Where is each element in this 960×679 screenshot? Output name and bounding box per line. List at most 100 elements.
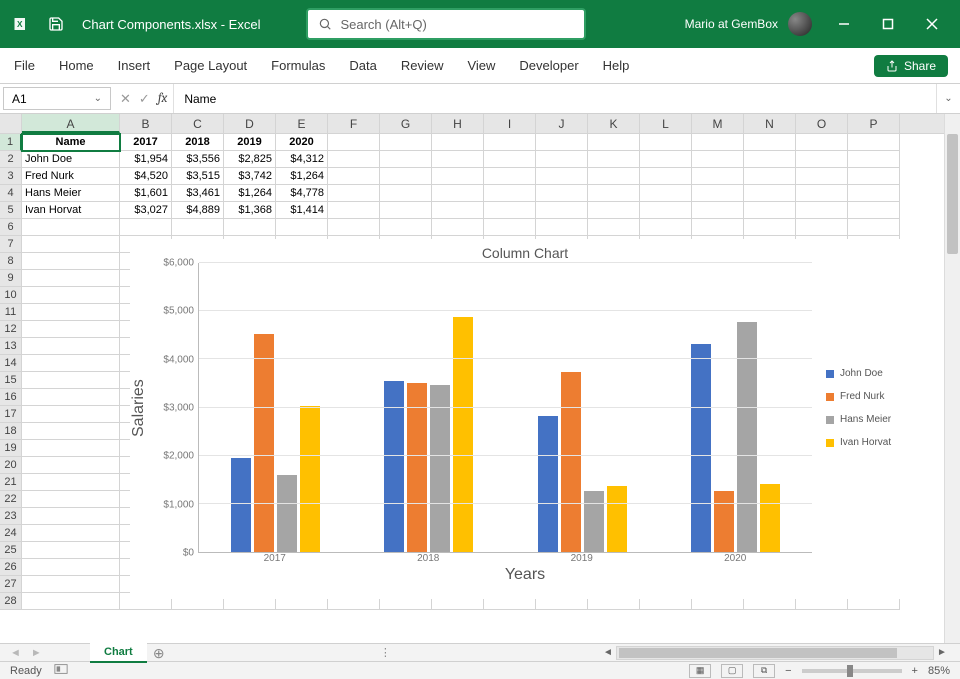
view-pagelayout-button[interactable]: ▢ bbox=[721, 664, 743, 678]
cell[interactable] bbox=[692, 219, 744, 236]
row-header[interactable]: 21 bbox=[0, 474, 22, 491]
cell[interactable] bbox=[588, 202, 640, 219]
row-header[interactable]: 2 bbox=[0, 151, 22, 168]
cell[interactable] bbox=[484, 202, 536, 219]
column-header[interactable]: H bbox=[432, 114, 484, 133]
cell[interactable] bbox=[536, 219, 588, 236]
cell[interactable]: $1,954 bbox=[120, 151, 172, 168]
cell[interactable] bbox=[848, 185, 900, 202]
row-header[interactable]: 5 bbox=[0, 202, 22, 219]
cell[interactable] bbox=[22, 338, 120, 355]
cell[interactable] bbox=[22, 508, 120, 525]
row-header[interactable]: 20 bbox=[0, 457, 22, 474]
select-all-corner[interactable] bbox=[0, 114, 22, 133]
cell[interactable] bbox=[848, 219, 900, 236]
tab-developer[interactable]: Developer bbox=[517, 52, 580, 79]
cell[interactable]: Name bbox=[22, 134, 120, 151]
row-header[interactable]: 28 bbox=[0, 593, 22, 610]
cell[interactable] bbox=[692, 151, 744, 168]
column-chart[interactable]: Column Chart Salaries $0$1,000$2,000$3,0… bbox=[130, 239, 920, 599]
macro-record-icon[interactable] bbox=[54, 663, 68, 678]
cell[interactable] bbox=[22, 372, 120, 389]
save-icon[interactable] bbox=[42, 10, 70, 38]
cell[interactable] bbox=[22, 576, 120, 593]
row-header[interactable]: 8 bbox=[0, 253, 22, 270]
sheet-tab-chart[interactable]: Chart bbox=[90, 643, 147, 663]
cell[interactable]: $4,889 bbox=[172, 202, 224, 219]
zoom-handle[interactable] bbox=[847, 665, 853, 677]
row-header[interactable]: 19 bbox=[0, 440, 22, 457]
cell[interactable]: Ivan Horvat bbox=[22, 202, 120, 219]
cell[interactable] bbox=[432, 202, 484, 219]
cell[interactable] bbox=[848, 151, 900, 168]
cell[interactable]: $4,778 bbox=[276, 185, 328, 202]
scroll-left-icon[interactable]: ◄ bbox=[600, 647, 616, 658]
cell[interactable]: $4,312 bbox=[276, 151, 328, 168]
cell[interactable]: $3,515 bbox=[172, 168, 224, 185]
cell[interactable] bbox=[22, 253, 120, 270]
cell[interactable] bbox=[22, 525, 120, 542]
cell[interactable]: 2020 bbox=[276, 134, 328, 151]
tab-insert[interactable]: Insert bbox=[116, 52, 153, 79]
column-header[interactable]: F bbox=[328, 114, 380, 133]
tab-data[interactable]: Data bbox=[347, 52, 378, 79]
cell[interactable] bbox=[328, 185, 380, 202]
cell[interactable] bbox=[22, 491, 120, 508]
cell[interactable] bbox=[432, 219, 484, 236]
cell[interactable] bbox=[22, 559, 120, 576]
cell[interactable] bbox=[484, 134, 536, 151]
row-header[interactable]: 27 bbox=[0, 576, 22, 593]
cell[interactable] bbox=[22, 270, 120, 287]
cell[interactable]: $1,601 bbox=[120, 185, 172, 202]
cell[interactable] bbox=[692, 202, 744, 219]
column-header[interactable]: G bbox=[380, 114, 432, 133]
cell[interactable]: $4,520 bbox=[120, 168, 172, 185]
cell[interactable] bbox=[744, 168, 796, 185]
cell[interactable] bbox=[640, 151, 692, 168]
scrollbar-thumb[interactable] bbox=[947, 134, 958, 254]
accept-formula-icon[interactable]: ✓ bbox=[139, 91, 150, 107]
tab-view[interactable]: View bbox=[465, 52, 497, 79]
zoom-slider[interactable] bbox=[802, 669, 902, 673]
cell[interactable] bbox=[380, 185, 432, 202]
zoom-in-button[interactable]: + bbox=[912, 665, 918, 677]
cell[interactable] bbox=[796, 168, 848, 185]
cell[interactable] bbox=[22, 321, 120, 338]
cell[interactable] bbox=[22, 406, 120, 423]
column-header[interactable]: P bbox=[848, 114, 900, 133]
horizontal-scrollbar[interactable]: ◄ ► bbox=[600, 646, 950, 660]
cell[interactable] bbox=[22, 219, 120, 236]
tab-pagelayout[interactable]: Page Layout bbox=[172, 52, 249, 79]
avatar[interactable] bbox=[788, 12, 812, 36]
column-header[interactable]: A bbox=[22, 114, 120, 133]
cell[interactable] bbox=[744, 151, 796, 168]
cell[interactable] bbox=[588, 134, 640, 151]
tab-help[interactable]: Help bbox=[601, 52, 632, 79]
tab-options-icon[interactable]: ⋮ bbox=[372, 646, 399, 659]
row-header[interactable]: 24 bbox=[0, 525, 22, 542]
cell[interactable] bbox=[22, 389, 120, 406]
cell[interactable] bbox=[328, 168, 380, 185]
row-header[interactable]: 14 bbox=[0, 355, 22, 372]
scroll-right-icon[interactable]: ► bbox=[934, 647, 950, 658]
row-header[interactable]: 26 bbox=[0, 559, 22, 576]
sheet-nav-next[interactable]: ► bbox=[31, 647, 42, 659]
row-header[interactable]: 11 bbox=[0, 304, 22, 321]
cell[interactable] bbox=[796, 219, 848, 236]
tab-review[interactable]: Review bbox=[399, 52, 446, 79]
cell[interactable] bbox=[172, 219, 224, 236]
zoom-level[interactable]: 85% bbox=[928, 665, 950, 677]
cell[interactable] bbox=[536, 202, 588, 219]
column-header[interactable]: I bbox=[484, 114, 536, 133]
minimize-button[interactable] bbox=[824, 8, 864, 40]
cell[interactable] bbox=[22, 304, 120, 321]
cell[interactable] bbox=[432, 168, 484, 185]
sheet-nav-prev[interactable]: ◄ bbox=[10, 647, 21, 659]
cell[interactable] bbox=[588, 185, 640, 202]
spreadsheet-grid[interactable]: ABCDEFGHIJKLMNOP 1Name20172018201920202J… bbox=[0, 114, 960, 643]
excel-app-icon[interactable]: X bbox=[8, 10, 36, 38]
cell[interactable]: Hans Meier bbox=[22, 185, 120, 202]
cell[interactable] bbox=[588, 151, 640, 168]
view-normal-button[interactable]: ▦ bbox=[689, 664, 711, 678]
row-header[interactable]: 13 bbox=[0, 338, 22, 355]
